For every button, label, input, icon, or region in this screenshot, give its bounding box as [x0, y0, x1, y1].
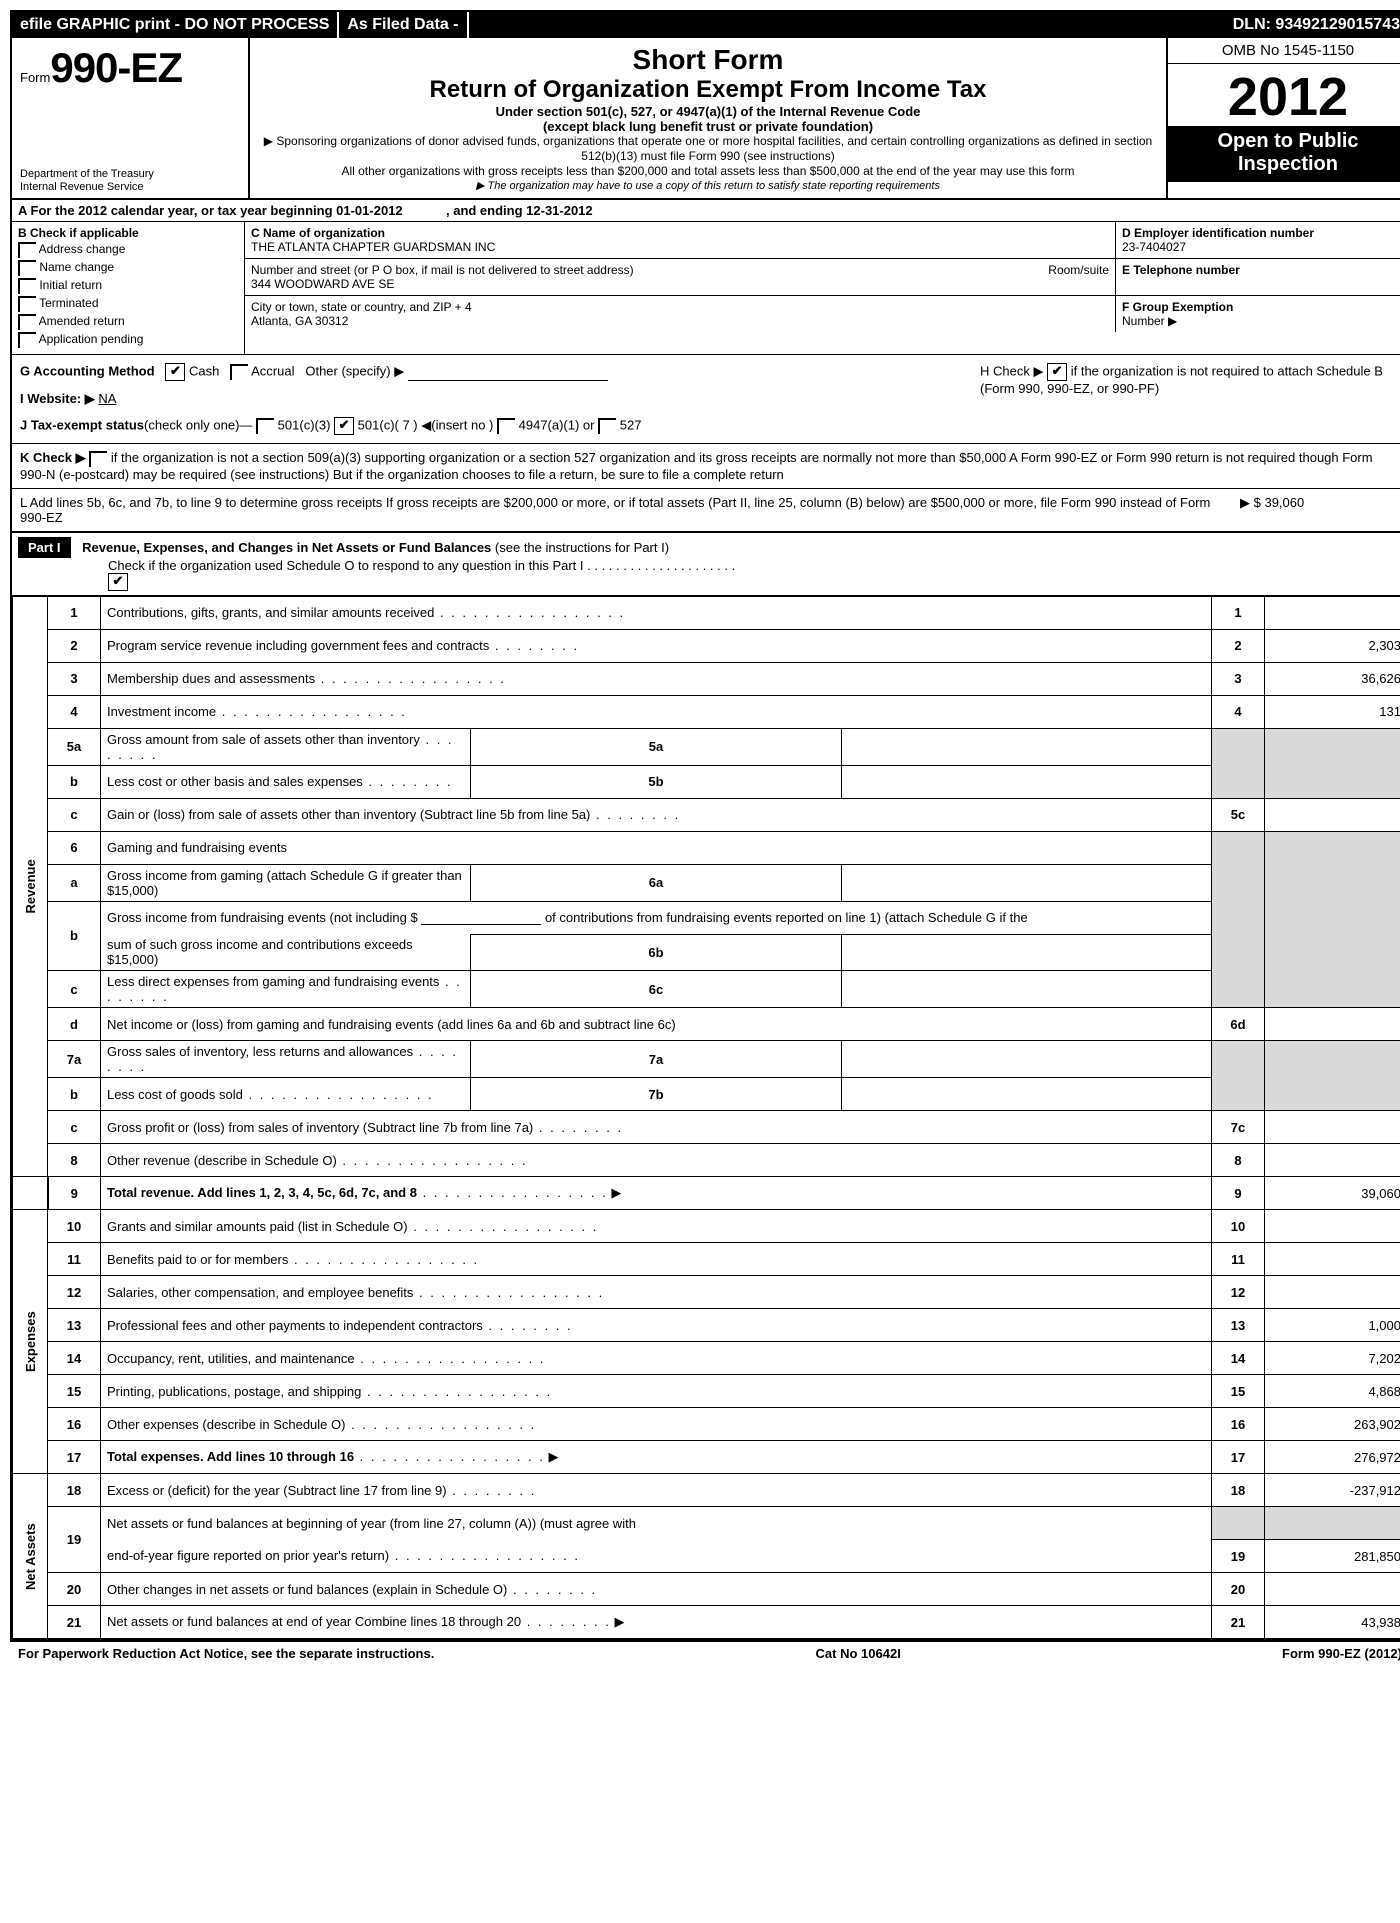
- chk-4947[interactable]: [497, 418, 515, 434]
- section-B-through-F: B Check if applicable Address change Nam…: [12, 222, 1400, 355]
- G-H-row: G Accounting Method ✔ Cash Accrual Other…: [12, 355, 1400, 444]
- chk-name-change[interactable]: Name change: [18, 260, 238, 276]
- form-990ez: efile GRAPHIC print - DO NOT PROCESS As …: [10, 10, 1400, 1641]
- dln: DLN: 93492129015743: [1225, 12, 1400, 38]
- header-right: OMB No 1545-1150 2012 Open to Public Ins…: [1166, 38, 1400, 198]
- header-left: Form990-EZ Department of the Treasury In…: [12, 38, 250, 198]
- footer-left: For Paperwork Reduction Act Notice, see …: [18, 1646, 434, 1661]
- chk-501c[interactable]: ✔: [334, 417, 354, 435]
- line-K: K Check ▶ if the organization is not a s…: [12, 444, 1400, 489]
- chk-part1-schedO[interactable]: ✔: [108, 573, 128, 591]
- chk-K[interactable]: [89, 451, 107, 467]
- chk-app-pending[interactable]: Application pending: [18, 332, 238, 348]
- chk-cash[interactable]: ✔: [165, 363, 185, 381]
- open-to-public: Open to Public Inspection: [1168, 126, 1400, 182]
- part-1-header: Part I Revenue, Expenses, and Changes in…: [12, 531, 1400, 596]
- as-filed-label: As Filed Data -: [339, 12, 468, 38]
- D-ein: D Employer identification number 23-7404…: [1115, 222, 1400, 258]
- footer-catno: Cat No 10642I: [816, 1646, 901, 1661]
- line-A: A For the 2012 calendar year, or tax yea…: [12, 200, 1400, 222]
- chk-501c3[interactable]: [256, 418, 274, 434]
- chk-initial-return[interactable]: Initial return: [18, 278, 238, 294]
- efile-notice: efile GRAPHIC print - DO NOT PROCESS: [12, 12, 339, 38]
- form-name: Form990-EZ: [20, 44, 240, 92]
- part1-table: Revenue 1 Contributions, gifts, grants, …: [12, 596, 1400, 1640]
- E-phone: E Telephone number: [1115, 259, 1400, 295]
- C-city: City or town, state or country, and ZIP …: [245, 296, 1115, 332]
- C-address: Number and street (or P O box, if mail i…: [245, 259, 1115, 295]
- omb-no: OMB No 1545-1150: [1168, 38, 1400, 64]
- chk-H[interactable]: ✔: [1047, 363, 1067, 381]
- chk-accrual[interactable]: [230, 364, 248, 380]
- side-netassets: Net Assets: [13, 1474, 48, 1639]
- chk-527[interactable]: [598, 418, 616, 434]
- chk-address-change[interactable]: Address change: [18, 242, 238, 258]
- G-accounting: G Accounting Method ✔ Cash Accrual Other…: [12, 355, 972, 443]
- chk-amended[interactable]: Amended return: [18, 314, 238, 330]
- top-bar: efile GRAPHIC print - DO NOT PROCESS As …: [12, 12, 1400, 38]
- line-L: L Add lines 5b, 6c, and 7b, to line 9 to…: [12, 489, 1400, 531]
- side-revenue: Revenue: [13, 596, 48, 1177]
- dept: Department of the Treasury Internal Reve…: [20, 168, 240, 194]
- F-group-exemption: F Group Exemption Number ▶: [1115, 296, 1400, 332]
- tax-year: 2012: [1168, 64, 1400, 126]
- col-B: B Check if applicable Address change Nam…: [12, 222, 245, 354]
- chk-terminated[interactable]: Terminated: [18, 296, 238, 312]
- I-website-value: NA: [98, 391, 116, 406]
- side-expenses: Expenses: [13, 1210, 48, 1474]
- C-name: C Name of organization THE ATLANTA CHAPT…: [245, 222, 1115, 258]
- col-C-D-E-F: C Name of organization THE ATLANTA CHAPT…: [245, 222, 1400, 354]
- H-schedule-b: H Check ▶ ✔ if the organization is not r…: [972, 355, 1400, 443]
- footer-right: Form 990-EZ (2012): [1282, 1646, 1400, 1661]
- I-website-label: I Website: ▶: [20, 391, 95, 406]
- header-mid: Short Form Return of Organization Exempt…: [250, 38, 1166, 198]
- J-tax-status: J Tax-exempt status(check only one)— 501…: [20, 417, 964, 435]
- footer: For Paperwork Reduction Act Notice, see …: [10, 1641, 1400, 1665]
- header-row: Form990-EZ Department of the Treasury In…: [12, 38, 1400, 200]
